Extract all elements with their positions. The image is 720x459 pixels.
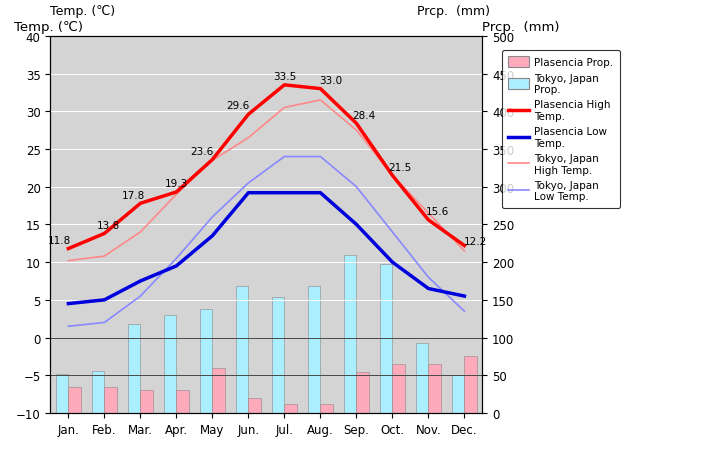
Text: 12.2: 12.2 <box>464 236 487 246</box>
Text: 33.0: 33.0 <box>320 76 343 86</box>
Bar <box>104 387 117 413</box>
Bar <box>356 372 369 413</box>
Bar <box>392 364 405 413</box>
Text: 33.5: 33.5 <box>273 72 296 82</box>
Bar <box>68 387 81 413</box>
Bar <box>416 343 428 413</box>
Bar <box>128 324 140 413</box>
Text: 17.8: 17.8 <box>122 190 145 200</box>
Text: 23.6: 23.6 <box>190 146 213 157</box>
Bar <box>236 286 248 413</box>
Bar <box>212 368 225 413</box>
Bar <box>56 374 68 413</box>
Bar <box>284 404 297 413</box>
Text: 15.6: 15.6 <box>426 207 449 217</box>
Bar <box>140 391 153 413</box>
Bar <box>344 255 356 413</box>
Bar <box>308 286 320 413</box>
Text: 29.6: 29.6 <box>226 101 249 111</box>
Bar <box>452 375 464 413</box>
Bar <box>176 391 189 413</box>
Bar <box>200 309 212 413</box>
Text: 13.8: 13.8 <box>96 220 120 230</box>
Text: 11.8: 11.8 <box>48 235 71 245</box>
Text: Prcp.  (mm): Prcp. (mm) <box>482 21 560 34</box>
Text: Prcp.  (mm): Prcp. (mm) <box>417 5 490 18</box>
Legend: Plasencia Prop., Tokyo, Japan
Prop., Plasencia High
Temp., Plasencia Low
Temp., : Plasencia Prop., Tokyo, Japan Prop., Pla… <box>502 51 620 208</box>
Text: 21.5: 21.5 <box>388 162 411 172</box>
Bar <box>164 315 176 413</box>
Bar <box>320 404 333 413</box>
Text: Temp. (℃): Temp. (℃) <box>14 21 84 34</box>
Bar <box>92 371 104 413</box>
Bar <box>464 357 477 413</box>
Bar <box>380 265 392 413</box>
Bar <box>428 364 441 413</box>
Bar <box>248 398 261 413</box>
Text: 28.4: 28.4 <box>352 110 375 120</box>
Text: 19.3: 19.3 <box>165 179 188 189</box>
Text: Temp. (℃): Temp. (℃) <box>50 5 115 18</box>
Bar <box>272 297 284 413</box>
